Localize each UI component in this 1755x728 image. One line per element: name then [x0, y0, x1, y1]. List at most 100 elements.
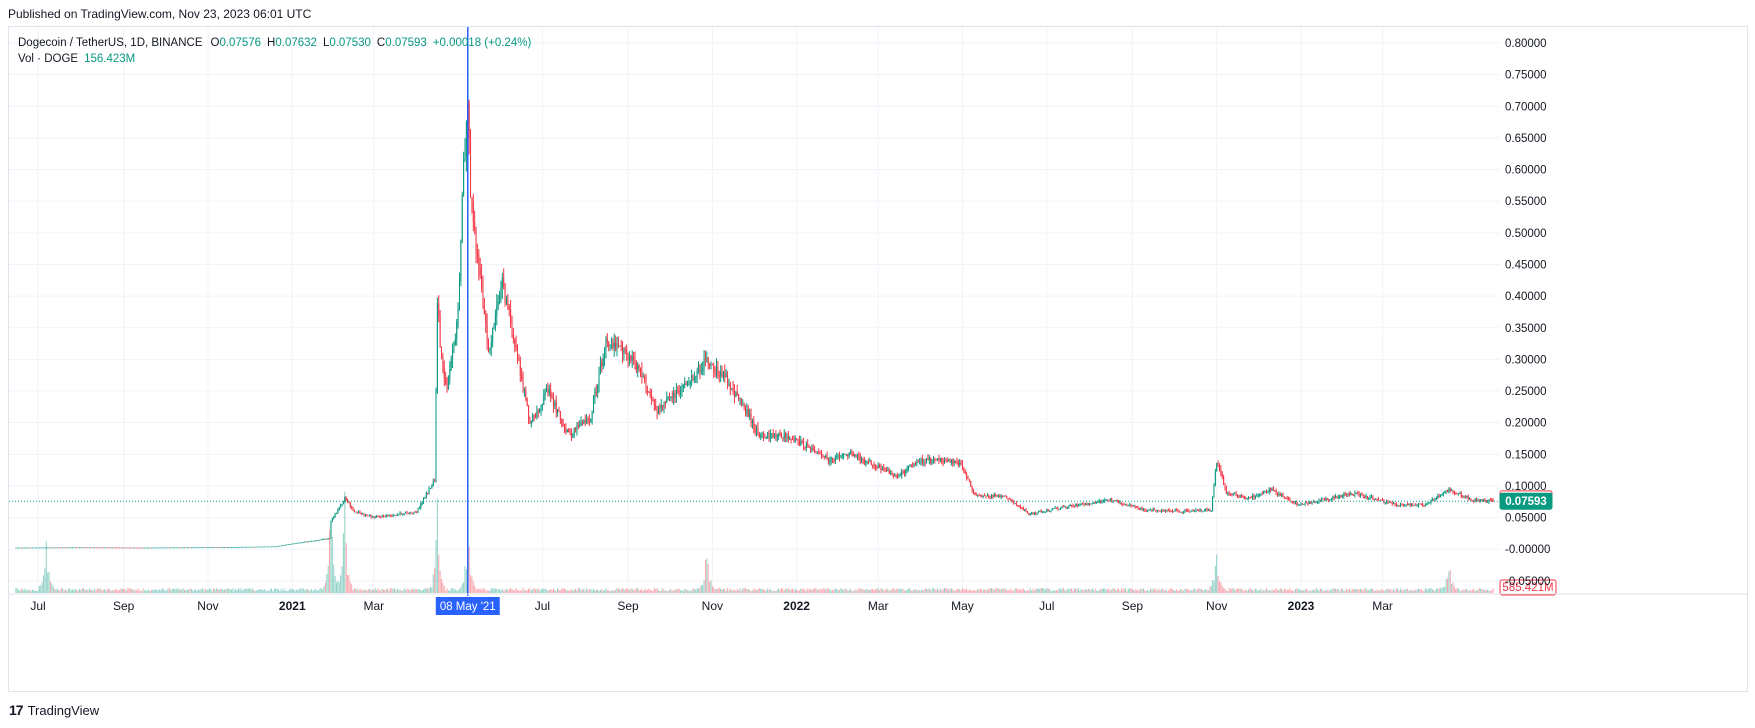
candle-body: [1199, 509, 1201, 512]
volume-bar: [669, 589, 671, 593]
legend-volume-label[interactable]: Vol · DOGE: [18, 53, 79, 65]
volume-bar: [91, 589, 93, 593]
volume-bar: [174, 589, 176, 593]
candle-body: [1224, 483, 1226, 488]
volume-bar: [798, 590, 800, 593]
volume-bar: [1435, 588, 1437, 593]
candle-body: [605, 338, 607, 352]
candle-body: [684, 383, 686, 386]
candle-body: [1321, 498, 1323, 501]
candle-body: [597, 385, 599, 394]
candle-body: [1180, 512, 1182, 513]
volume-bar: [237, 588, 239, 593]
candle-body: [442, 357, 444, 368]
volume-bar: [662, 588, 664, 593]
volume-bar: [920, 589, 922, 593]
candle-body: [1325, 498, 1327, 501]
volume-bar: [742, 588, 744, 593]
volume-bar: [190, 589, 192, 593]
volume-bar: [258, 589, 260, 593]
candle-body: [789, 438, 791, 440]
candle-body: [476, 253, 478, 255]
candle-body: [1306, 502, 1308, 504]
candle-body: [340, 505, 342, 508]
volume-bar: [635, 588, 637, 593]
volume-bar: [490, 588, 492, 593]
volume-bar: [95, 590, 97, 593]
candle-body: [982, 495, 984, 498]
candle-body: [620, 345, 622, 347]
candle-body: [494, 316, 496, 328]
candle-body: [1307, 502, 1309, 504]
candle-body: [844, 454, 846, 456]
legend-open-label: O: [210, 37, 220, 49]
volume-bar: [836, 588, 838, 593]
volume-bar: [138, 588, 140, 593]
candle-body: [515, 344, 517, 349]
volume-bar: [899, 588, 901, 593]
candle-body: [487, 342, 489, 350]
volume-bar: [631, 588, 633, 593]
candle-body: [424, 497, 426, 499]
candle-body: [1318, 499, 1320, 502]
candle-body: [1384, 502, 1386, 503]
candle-body: [760, 435, 762, 438]
candle-body: [1202, 511, 1204, 512]
volume-bar: [1035, 588, 1037, 593]
candle-body: [974, 491, 976, 495]
candle-body: [341, 504, 343, 506]
candle-body: [1301, 503, 1303, 505]
candle-body: [961, 463, 963, 469]
volume-bar: [620, 589, 622, 593]
candle-body: [1254, 495, 1256, 498]
volume-bar: [847, 590, 849, 593]
candle-body: [102, 547, 104, 549]
volume-bar: [1453, 586, 1455, 593]
candle-body: [237, 546, 239, 548]
volume-bar: [1100, 588, 1102, 593]
volume-bar: [349, 582, 351, 593]
volume-bar: [201, 588, 203, 593]
volume-bar: [519, 590, 521, 593]
candle-body: [178, 547, 180, 549]
volume-bar: [552, 588, 554, 593]
candle-body: [593, 399, 595, 414]
volume-bar: [821, 589, 823, 593]
candle-body: [1234, 493, 1236, 495]
candle-body: [503, 277, 505, 286]
volume-bar: [869, 589, 871, 593]
candle-body: [892, 474, 894, 476]
candle-body: [356, 511, 358, 513]
volume-bar: [66, 590, 68, 593]
volume-bar: [497, 589, 499, 593]
volume-bar: [829, 589, 831, 593]
candle-body: [942, 462, 944, 463]
candle-body: [344, 497, 346, 503]
volume-bar: [711, 586, 713, 593]
volume-bar: [1299, 589, 1301, 593]
candle-body: [229, 547, 231, 548]
volume-bar: [1227, 590, 1229, 593]
candle-body: [214, 547, 216, 549]
candle-body: [335, 512, 337, 514]
candle-body: [1195, 509, 1197, 512]
candle-body: [1344, 494, 1346, 496]
tradingview-logo[interactable]: 17 TradingView: [9, 702, 99, 718]
candle-body: [891, 472, 893, 475]
x-tick-label: Mar: [1372, 599, 1393, 613]
volume-bar: [602, 590, 604, 593]
volume-bar: [102, 589, 104, 593]
volume-bar: [1062, 588, 1064, 593]
volume-bar: [854, 590, 856, 593]
volume-bar: [1071, 588, 1073, 593]
volume-bar: [135, 589, 137, 593]
candle-body: [1348, 494, 1350, 495]
candle-body: [1018, 505, 1020, 507]
candle-body: [366, 514, 368, 516]
volume-bar: [1122, 589, 1124, 593]
candle-body: [868, 461, 870, 462]
volume-bar: [470, 575, 472, 593]
legend-symbol[interactable]: Dogecoin / TetherUS, 1D, BINANCE: [18, 37, 203, 49]
